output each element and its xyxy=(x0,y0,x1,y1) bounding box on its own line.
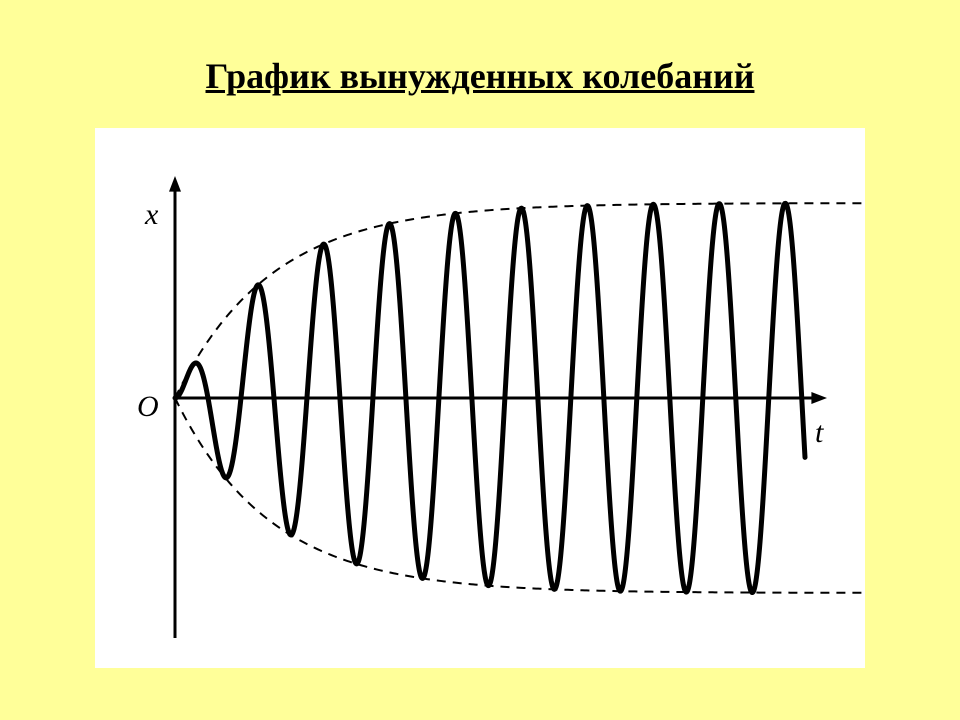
origin-label: O xyxy=(137,390,159,424)
y-axis-label: x xyxy=(145,198,158,232)
x-axis-label: t xyxy=(815,416,823,450)
slide: График вынужденных колебаний x t O xyxy=(0,0,960,720)
page-title: График вынужденных колебаний xyxy=(0,55,960,97)
oscillation-chart xyxy=(95,128,865,668)
chart-box: x t O xyxy=(95,128,865,668)
